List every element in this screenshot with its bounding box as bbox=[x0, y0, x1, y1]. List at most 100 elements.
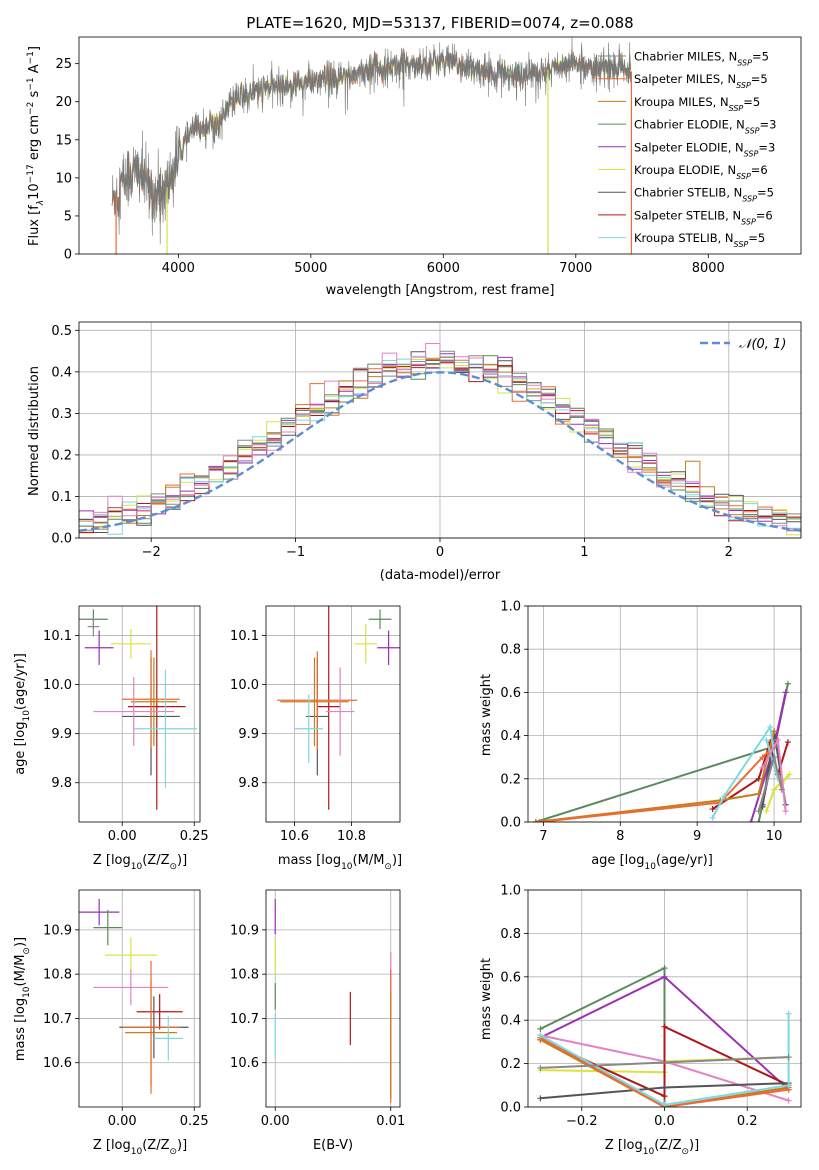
clip-weights-age-group bbox=[532, 680, 793, 822]
weights-age-marker bbox=[763, 808, 770, 815]
spectrum-ytick-label: 10 bbox=[55, 171, 72, 186]
weights-Z-ylabel: mass weight bbox=[479, 958, 494, 1040]
weights-Z-marker bbox=[661, 1093, 668, 1100]
weights-Z-xlabel: Z [log10(Z/Z⊙)] bbox=[605, 1138, 699, 1157]
weights-Z-ytick-label: 1.0 bbox=[500, 884, 521, 899]
residuals-hist-step bbox=[79, 350, 801, 538]
weights-age-marker bbox=[748, 819, 755, 822]
spectrum-ytick-label: 0 bbox=[64, 248, 72, 263]
weights-Z-marker bbox=[537, 1025, 544, 1032]
residuals-ytick-label: 0.1 bbox=[51, 490, 72, 505]
weights-Z-marker bbox=[785, 1010, 792, 1017]
residuals-ytick-label: 0.4 bbox=[51, 365, 72, 380]
mass-Z-ytick-label: 10.8 bbox=[43, 968, 72, 983]
clip-weights-Z-group bbox=[537, 965, 792, 1107]
mass-ebv-frame bbox=[265, 889, 401, 1108]
spectrum-legend-label: Kroupa MILES, NSSP=5 bbox=[634, 95, 760, 113]
weights-age-xtick-label: 8 bbox=[616, 829, 624, 844]
age-mass-ytick-label: 10.0 bbox=[230, 678, 259, 693]
mass-Z-ylabel: mass [log10(M/M⊙)] bbox=[13, 937, 32, 1061]
residuals-ytick-label: 0.0 bbox=[51, 532, 72, 547]
age-mass-ytick-label: 10.1 bbox=[230, 629, 259, 644]
weights-age-xlabel: age [log10(age/yr)] bbox=[591, 853, 713, 872]
age-mass-frame bbox=[265, 605, 401, 823]
spectrum-legend-label: Chabrier MILES, NSSP=5 bbox=[634, 50, 769, 68]
weights-age-ytick-label: 0.8 bbox=[500, 643, 521, 658]
weights-Z-line bbox=[539, 966, 666, 1107]
residuals-xtick-label: 0 bbox=[436, 545, 444, 560]
weights-age-marker bbox=[782, 689, 789, 696]
weights-age-marker bbox=[755, 808, 762, 815]
spectrum-legend-label: Kroupa ELODIE, NSSP=6 bbox=[634, 163, 768, 181]
mass-ebv-ytick-label: 10.9 bbox=[230, 923, 259, 938]
spectrum-legend-label: Kroupa STELIB, NSSP=5 bbox=[634, 231, 765, 249]
weights-age-marker bbox=[709, 806, 716, 813]
weights-Z-ytick-label: 0.0 bbox=[500, 1101, 521, 1116]
clip-mass-Z-group bbox=[79, 898, 189, 1094]
mass-Z-xtick-label: 0.00 bbox=[108, 1114, 137, 1129]
clip-mass-ebv-group bbox=[274, 898, 392, 1103]
residuals-ytick-label: 0.2 bbox=[51, 448, 72, 463]
weights-Z-marker bbox=[661, 1023, 668, 1030]
mass-Z-frame bbox=[78, 889, 201, 1108]
residuals-ytick-label: 0.5 bbox=[51, 324, 72, 339]
mass-ebv-xtick-label: 0.00 bbox=[261, 1114, 290, 1129]
weights-age-marker bbox=[778, 786, 785, 793]
weights-age-marker bbox=[536, 819, 543, 822]
age-Z-xlabel: Z [log10(Z/Z⊙)] bbox=[93, 853, 187, 872]
mass-ebv-ytick-label: 10.8 bbox=[230, 968, 259, 983]
residuals-xlabel: (data-model)/error bbox=[380, 568, 501, 583]
age-Z-xtick-label: 0.25 bbox=[180, 829, 209, 844]
spectrum-frame bbox=[78, 36, 802, 255]
weights-Z-marker bbox=[661, 1084, 668, 1091]
residuals-ytick-label: 0.3 bbox=[51, 407, 72, 422]
age-Z-ylabel: age [log10(age/yr)] bbox=[13, 653, 32, 775]
spectrum-data-line bbox=[111, 37, 632, 245]
weights-age-xtick-label: 9 bbox=[693, 829, 701, 844]
weights-age-xtick-label: 10 bbox=[766, 829, 783, 844]
weights-age-ytick-label: 0.4 bbox=[500, 729, 521, 744]
weights-Z-xtick-label: 0.0 bbox=[654, 1114, 675, 1129]
residuals-legend-label: 𝒩(0, 1) bbox=[739, 337, 786, 352]
mass-Z-xlabel: Z [log10(Z/Z⊙)] bbox=[93, 1138, 187, 1157]
mass-ebv-ytick-label: 10.6 bbox=[230, 1056, 259, 1071]
residuals-xtick-label: −2 bbox=[142, 545, 161, 560]
spectrum-xtick-label: 6000 bbox=[427, 261, 460, 276]
mass-Z-xtick-label: 0.25 bbox=[180, 1114, 209, 1129]
weights-Z-marker bbox=[785, 1097, 792, 1104]
weights-age-frame bbox=[527, 605, 802, 823]
residuals-xtick-label: −1 bbox=[286, 545, 305, 560]
age-Z-ytick-label: 9.9 bbox=[51, 727, 72, 742]
weights-Z-xtick-label: 0.2 bbox=[737, 1114, 758, 1129]
residuals-normal-curve bbox=[79, 371, 801, 532]
mass-Z-ytick-label: 10.6 bbox=[43, 1056, 72, 1071]
weights-age-marker bbox=[709, 814, 716, 821]
age-Z-frame bbox=[78, 605, 201, 823]
weights-age-marker bbox=[784, 680, 791, 687]
mass-Z-ytick-label: 10.7 bbox=[43, 1012, 72, 1027]
spectrum-title: PLATE=1620, MJD=53137, FIBERID=0074, z=0… bbox=[246, 14, 633, 32]
weights-age-line bbox=[539, 745, 775, 822]
mass-Z-ytick-label: 10.9 bbox=[43, 923, 72, 938]
weights-age-marker bbox=[755, 819, 762, 822]
weights-age-marker bbox=[771, 754, 778, 761]
spectrum-legend-label: Salpeter STELIB, NSSP=6 bbox=[634, 208, 773, 226]
spectrum-xtick-label: 7000 bbox=[559, 261, 592, 276]
age-mass-xtick-label: 10.6 bbox=[280, 829, 309, 844]
weights-age-ytick-label: 1.0 bbox=[500, 600, 521, 615]
weights-age-marker bbox=[759, 754, 766, 761]
age-mass-ytick-label: 9.9 bbox=[238, 727, 259, 742]
weights-age-ytick-label: 0.0 bbox=[500, 816, 521, 831]
weights-age-marker bbox=[771, 728, 778, 735]
spectrum-ylabel: Flux [fλ10−17 erg cm−2 s−1 A−1] bbox=[26, 46, 46, 246]
weights-age-ytick-label: 0.2 bbox=[500, 772, 521, 787]
age-Z-ytick-label: 10.0 bbox=[43, 678, 72, 693]
age-Z-xtick-label: 0.00 bbox=[108, 829, 137, 844]
clip-spectrum-group bbox=[111, 37, 633, 254]
age-Z-ytick-label: 10.1 bbox=[43, 629, 72, 644]
age-mass-xtick-label: 10.8 bbox=[337, 829, 366, 844]
weights-Z-ytick-label: 0.2 bbox=[500, 1057, 521, 1072]
spectrum-ytick-label: 25 bbox=[55, 57, 72, 72]
weights-age-ylabel: mass weight bbox=[479, 674, 494, 756]
weights-age-marker bbox=[782, 808, 789, 815]
